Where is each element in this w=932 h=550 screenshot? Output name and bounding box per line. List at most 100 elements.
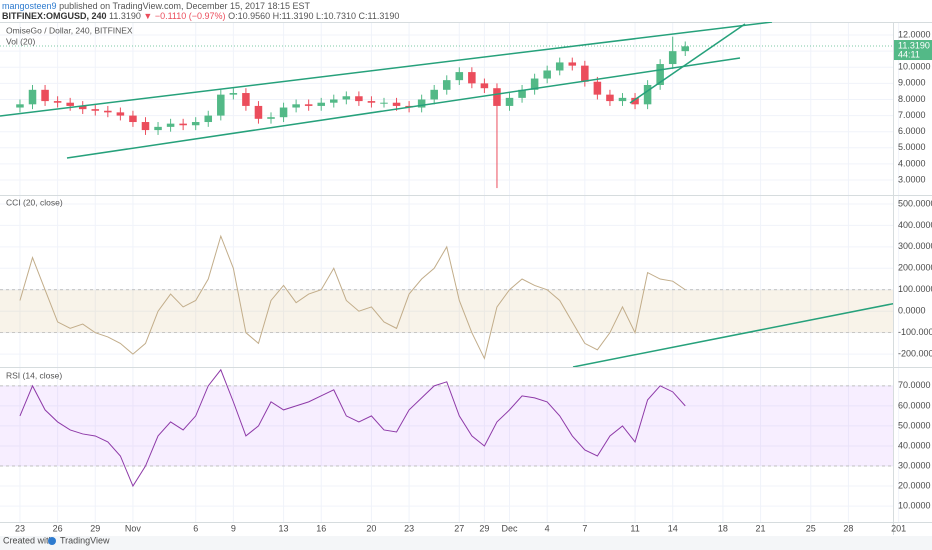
band	[0, 289, 893, 333]
x-tick-label: 18	[718, 523, 728, 533]
candle-body	[66, 102, 74, 106]
volume-title: Vol (20)	[6, 36, 35, 46]
x-tick-label: Dec	[502, 523, 519, 533]
author[interactable]: mangosteen9	[2, 1, 57, 11]
x-tick-label: 9	[231, 523, 236, 533]
candle-body	[242, 93, 250, 106]
candle-body	[78, 105, 87, 110]
y-tick-label: 8.0000	[898, 94, 926, 104]
candle-body	[41, 89, 49, 102]
candle-body	[116, 112, 125, 116]
symbol: BITFINEX:OMGUSD, 240	[2, 11, 107, 21]
y-tick-label: 0.0000	[898, 306, 926, 316]
x-tick-label: 29	[90, 523, 100, 533]
candle-body	[304, 104, 313, 106]
footer-created: Created with	[3, 535, 54, 545]
candle-body	[442, 80, 451, 90]
y-tick-label: 3.0000	[898, 174, 926, 184]
pane-title: CCI (20, close)	[6, 197, 63, 207]
candle-body	[631, 97, 639, 105]
footer-brand[interactable]: TradingView	[60, 535, 110, 545]
x-tick-label: 25	[806, 523, 816, 533]
x-tick-label: 23	[404, 523, 414, 533]
trend-line	[629, 23, 746, 104]
y-tick-label: 500.0000	[898, 198, 932, 208]
x-tick-label: 23	[15, 523, 25, 533]
candle-body	[179, 123, 187, 126]
candle-body	[455, 72, 464, 81]
y-tick-label: 300.0000	[898, 241, 932, 251]
y-tick-label: 6.0000	[898, 126, 926, 136]
y-tick-label: 40.0000	[898, 440, 931, 450]
candle-body	[229, 93, 238, 95]
candle-body	[468, 72, 476, 84]
cci-drawings	[572, 302, 893, 367]
candle-body	[204, 115, 213, 123]
y-tick-label: 10.0000	[898, 500, 931, 510]
y-tick-label: 10.0000	[898, 62, 931, 72]
x-tick-label: 21	[756, 523, 766, 533]
x-tick-label: 29	[479, 523, 489, 533]
y-tick-label: 200.0000	[898, 263, 932, 273]
footer-bar	[0, 536, 932, 550]
last-price: 11.3190	[109, 11, 141, 21]
band	[0, 385, 893, 467]
candle-body	[518, 89, 526, 98]
candle-body	[342, 96, 351, 100]
ohlc: O:10.9560 H:11.3190 L:10.7310 C:11.3190	[228, 11, 399, 21]
price-label-box	[894, 40, 932, 61]
trend-line	[0, 22, 773, 117]
candle-body	[279, 107, 288, 118]
candle-body	[681, 46, 690, 52]
y-tick-label: 60.0000	[898, 400, 931, 410]
x-tick-label: 201	[891, 523, 906, 533]
candle-body	[581, 65, 589, 82]
candle-body	[267, 117, 275, 119]
candle-body	[104, 110, 112, 113]
candle-body	[392, 102, 401, 106]
trend-line	[572, 302, 893, 367]
y-tick-label: 400.0000	[898, 220, 932, 230]
candle-body	[555, 62, 564, 71]
candle-body	[91, 109, 100, 111]
tradingview-logo	[48, 537, 56, 545]
candle-body	[16, 104, 24, 108]
candle-body	[191, 122, 200, 126]
y-tick-label: 7.0000	[898, 110, 926, 120]
candle-body	[480, 83, 489, 89]
x-tick-label: 6	[193, 523, 198, 533]
x-tick-label: 7	[582, 523, 587, 533]
y-tick-label: 12.0000	[898, 29, 931, 39]
candle-body	[668, 51, 677, 65]
x-tick-label: 28	[843, 523, 853, 533]
candle-body	[254, 105, 263, 119]
countdown: 44:11	[898, 49, 920, 59]
candle-body	[317, 102, 325, 106]
candle-body	[28, 89, 37, 105]
x-tick-label: 26	[53, 523, 63, 533]
y-tick-label: 30.0000	[898, 460, 931, 470]
candle-body	[643, 84, 652, 105]
candle-body	[380, 102, 388, 104]
candle-body	[430, 89, 438, 100]
candle-body	[141, 122, 150, 131]
x-tick-label: 13	[279, 523, 289, 533]
candle-body	[568, 62, 577, 66]
x-tick-label: 27	[454, 523, 464, 533]
published: published on TradingView.com, December 1…	[59, 1, 310, 11]
y-tick-label: 100.0000	[898, 284, 932, 294]
candle-body	[166, 123, 175, 127]
candle-body	[618, 97, 627, 102]
x-tick-label: 11	[630, 523, 639, 533]
candle-body	[355, 96, 363, 102]
trend-line	[66, 57, 741, 159]
candle-body	[656, 64, 664, 85]
mark-layer	[0, 36, 893, 488]
candle-body	[154, 126, 162, 131]
candle-body	[606, 94, 614, 102]
candle-body	[217, 94, 225, 116]
candle-body	[292, 104, 300, 108]
candle-body	[53, 101, 62, 103]
y-tick-label: 5.0000	[898, 142, 926, 152]
